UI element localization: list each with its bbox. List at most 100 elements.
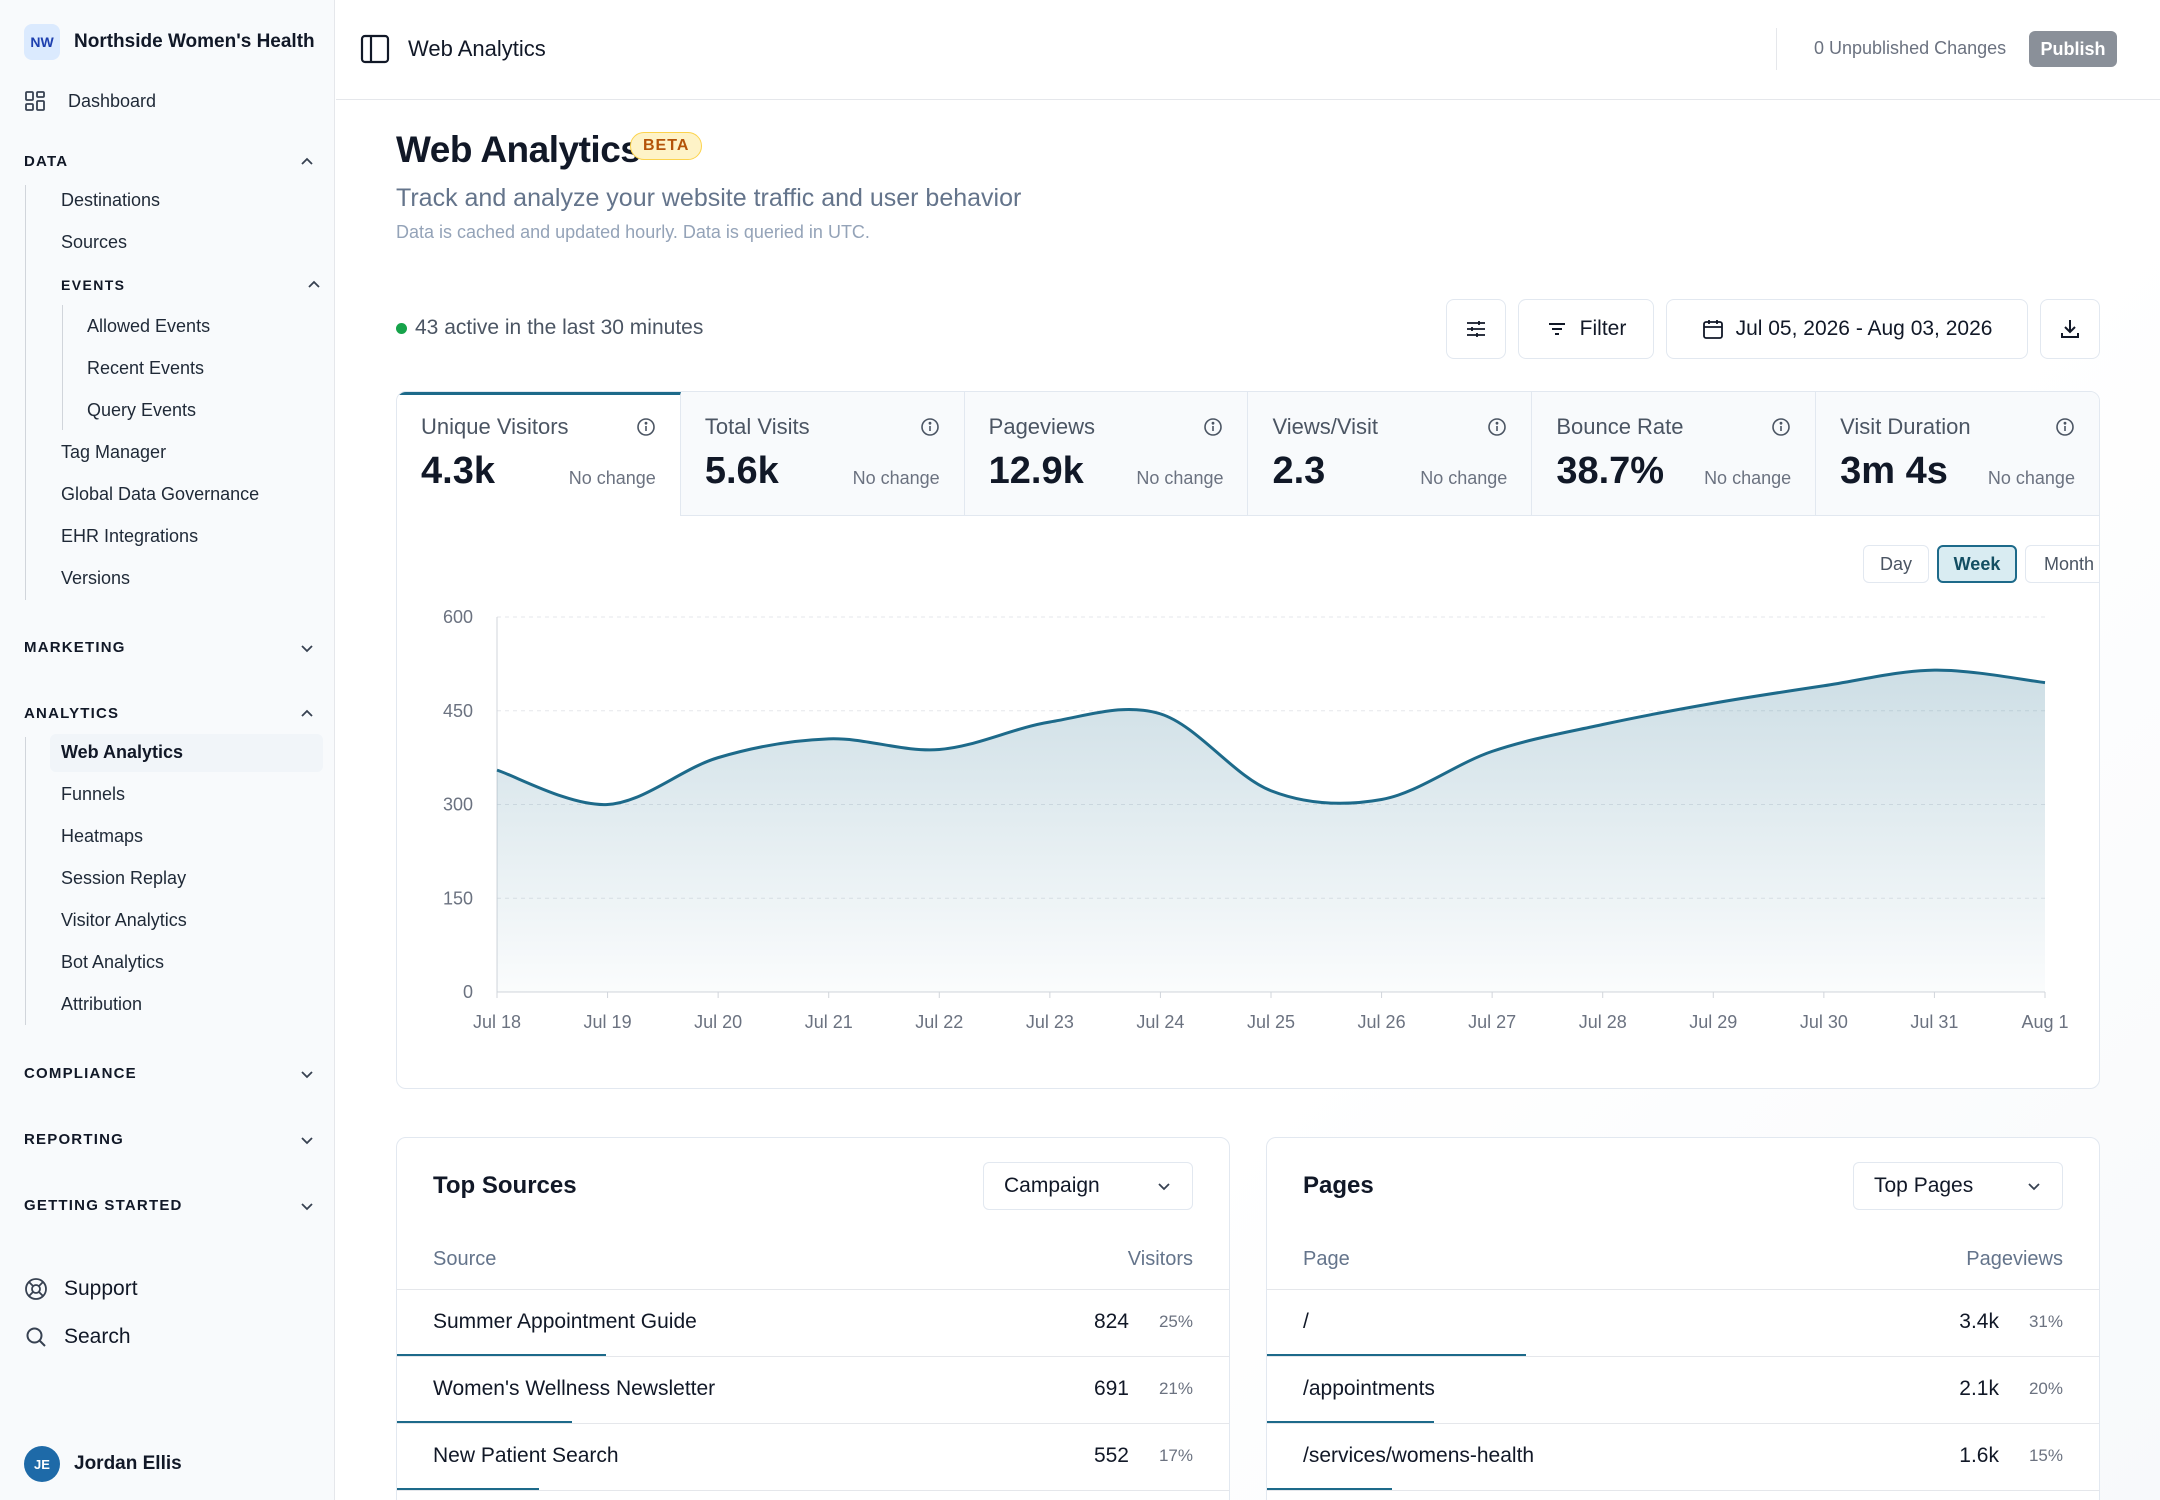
stat-total-visits[interactable]: Total Visits 5.6k No change [680, 392, 965, 516]
top-bar-title: Web Analytics [408, 36, 546, 61]
page-title: Web Analytics [396, 129, 641, 170]
sidebar-item-visitor-analytics[interactable]: Visitor Analytics [61, 910, 187, 930]
sidebar-item-web-analytics[interactable]: Web Analytics [61, 742, 184, 762]
sidebar-toggle-icon[interactable] [360, 34, 390, 64]
org-name: Northside Women's Health [74, 31, 315, 52]
stats-row: Unique Visitors 4.3k No change Total Vis… [397, 392, 2099, 516]
cache-note: Data is cached and updated hourly. Data … [396, 222, 870, 242]
download-icon [2061, 320, 2079, 338]
sidebar-item-ehr-integrations[interactable]: EHR Integrations [61, 526, 199, 546]
section-events[interactable]: EVENTS [61, 277, 321, 293]
sidebar-item-bot-analytics[interactable]: Bot Analytics [61, 952, 165, 972]
sidebar-item-versions[interactable]: Versions [61, 568, 131, 588]
info-icon[interactable] [1487, 417, 1507, 437]
sidebar-item-attribution[interactable]: Attribution [61, 994, 143, 1014]
filter-label: Filter [1579, 317, 1627, 340]
analytics-card: Unique Visitors 4.3k No change Total Vis… [396, 391, 2100, 1089]
section-label: DATA [24, 153, 69, 170]
stat-value: 3m 4s [1840, 450, 1948, 492]
table-row[interactable]: Women's Wellness Newsletter 691 21% [397, 1356, 1229, 1424]
chevron-up-icon [301, 709, 313, 717]
section-analytics[interactable]: ANALYTICS [24, 705, 314, 722]
table-row[interactable]: Summer Appointment Guide 824 25% [397, 1289, 1229, 1357]
section-getting-started[interactable]: GETTING STARTED [24, 1197, 314, 1214]
info-icon[interactable] [1771, 417, 1791, 437]
table-row[interactable]: New Patient Search 552 17% [397, 1423, 1229, 1491]
sidebar-item-tag-manager[interactable]: Tag Manager [61, 442, 167, 462]
row-name: New Patient Search [433, 1444, 619, 1467]
stat-change: No change [852, 468, 940, 488]
sidebar-item-session-replay[interactable]: Session Replay [61, 868, 187, 888]
x-tick-label: Jul 30 [1800, 1012, 1848, 1032]
stat-visit-duration[interactable]: Visit Duration 3m 4s No change [1816, 392, 2099, 516]
sidebar-item-global-data-governance[interactable]: Global Data Governance [61, 484, 260, 504]
section-reporting[interactable]: REPORTING [24, 1131, 314, 1148]
stat-label: Visit Duration [1840, 414, 1971, 439]
avatar: JE [24, 1446, 60, 1482]
share-bar [397, 1421, 573, 1424]
search-link[interactable]: Search [24, 1325, 131, 1349]
stat-views-per-visit[interactable]: Views/Visit 2.3 No change [1248, 392, 1533, 516]
table-row[interactable] [397, 1490, 1229, 1500]
main-content: Web Analytics BETA Track and analyze you… [336, 101, 2160, 1500]
tree-line [25, 737, 26, 1025]
stat-label: Bounce Rate [1556, 414, 1684, 439]
granularity-week[interactable]: Week [1937, 545, 2017, 583]
table-row[interactable]: /appointments 2.1k 20% [1267, 1356, 2099, 1424]
x-tick-label: Jul 24 [1136, 1012, 1184, 1032]
stat-unique-visitors[interactable]: Unique Visitors 4.3k No change [397, 392, 681, 516]
user-menu[interactable]: JE Jordan Ellis [24, 1446, 182, 1482]
x-tick-label: Jul 20 [694, 1012, 742, 1032]
table-row[interactable]: /services/womens-health 1.6k 15% [1267, 1423, 2099, 1491]
section-marketing[interactable]: MARKETING [24, 639, 314, 656]
table-row[interactable]: / 3.4k 31% [1267, 1289, 2099, 1357]
info-icon[interactable] [1203, 417, 1223, 437]
x-tick-label: Jul 31 [1910, 1012, 1958, 1032]
sidebar-item-recent-events[interactable]: Recent Events [87, 358, 205, 378]
row-name: Women's Wellness Newsletter [433, 1377, 716, 1400]
sources-dropdown[interactable]: Campaign [983, 1162, 1193, 1210]
series-line [496, 668, 2046, 807]
download-button[interactable] [2040, 299, 2100, 359]
live-dot [396, 322, 407, 334]
table-row[interactable] [1267, 1490, 2099, 1500]
tree-line [62, 305, 63, 430]
sidebar-item-funnels[interactable]: Funnels [61, 784, 126, 804]
support-link[interactable]: Support [24, 1277, 138, 1301]
sidebar-item-query-events[interactable]: Query Events [87, 400, 197, 420]
section-label: MARKETING [24, 639, 126, 656]
share-bar [397, 1488, 539, 1491]
section-label: GETTING STARTED [24, 1197, 183, 1214]
sidebar-item-allowed-events[interactable]: Allowed Events [87, 316, 211, 336]
top-sources-card: Top Sources Campaign Source Visitors Sum… [396, 1137, 1230, 1500]
publish-button[interactable]: Publish [2029, 31, 2117, 67]
info-icon[interactable] [2055, 417, 2075, 437]
chevron-up-icon [301, 157, 313, 165]
info-icon[interactable] [636, 417, 656, 437]
filter-button[interactable]: Filter [1518, 299, 1654, 359]
stat-pageviews[interactable]: Pageviews 12.9k No change [964, 392, 1249, 516]
granularity-day[interactable]: Day [1863, 545, 1929, 583]
dropdown-value: Campaign [1004, 1174, 1100, 1197]
info-icon[interactable] [920, 417, 940, 437]
stat-label: Unique Visitors [421, 414, 569, 439]
sidebar-item-dashboard[interactable]: Dashboard [24, 90, 156, 112]
pages-dropdown[interactable]: Top Pages [1853, 1162, 2063, 1210]
x-tick-label: Jul 22 [915, 1012, 963, 1032]
section-data[interactable]: DATA [24, 153, 314, 170]
sidebar-item-destinations[interactable]: Destinations [61, 190, 161, 210]
org-switcher[interactable]: NW Northside Women's Health [24, 24, 315, 60]
row-value: 3.4k [1959, 1310, 1999, 1333]
settings-button[interactable] [1446, 299, 1506, 359]
section-label: COMPLIANCE [24, 1065, 137, 1082]
date-range-picker[interactable]: Jul 05, 2026 - Aug 03, 2026 [1666, 299, 2028, 359]
beta-badge: BETA [630, 132, 703, 160]
chevron-down-icon [301, 1202, 313, 1210]
sidebar-item-heatmaps[interactable]: Heatmaps [61, 826, 144, 846]
stat-bounce-rate[interactable]: Bounce Rate 38.7% No change [1532, 392, 1817, 516]
section-compliance[interactable]: COMPLIANCE [24, 1065, 314, 1082]
row-name: /appointments [1303, 1377, 1435, 1400]
granularity-month[interactable]: Month [2025, 545, 2099, 583]
column-header-pageviews: Pageviews [1966, 1248, 2063, 1270]
sidebar-item-sources[interactable]: Sources [61, 232, 128, 252]
